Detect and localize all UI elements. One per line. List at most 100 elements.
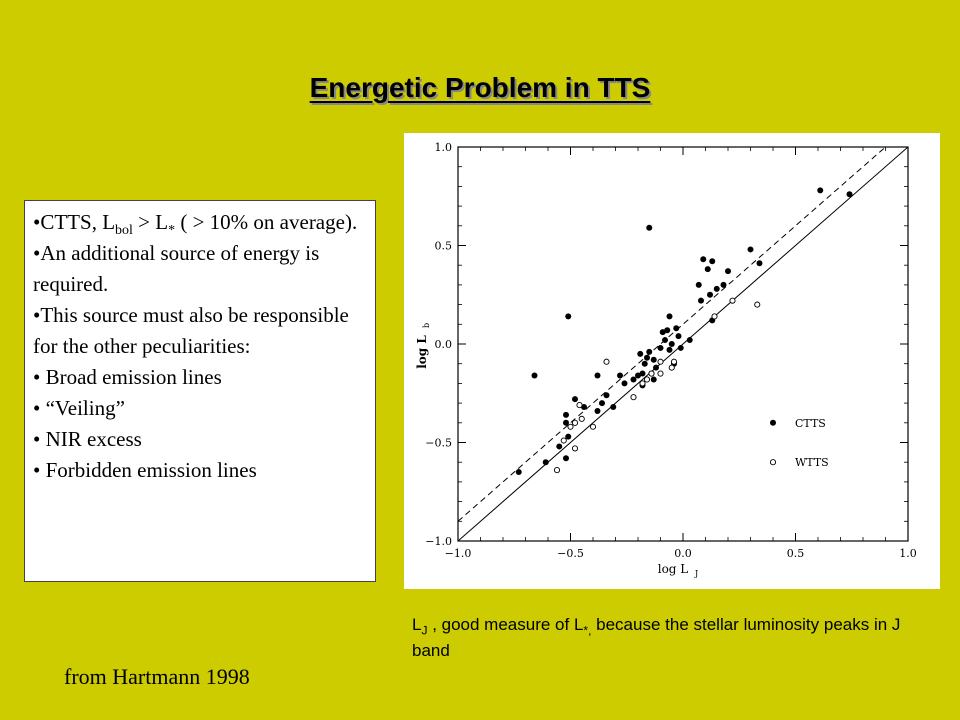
wtts-point [711, 313, 718, 320]
y-tick-label: 1.0 [435, 141, 453, 154]
wtts-point [630, 394, 637, 401]
wtts-point [589, 423, 597, 430]
x-tick-label: −1.0 [445, 547, 472, 560]
ctts-point [666, 313, 673, 320]
caption-sub-j: J [421, 623, 428, 638]
ctts-point [594, 372, 601, 379]
one-to-one-line [458, 147, 908, 541]
wtts-point [567, 423, 574, 430]
ctts-point [686, 337, 693, 344]
ctts-point [659, 329, 666, 336]
legend-ctts-marker [770, 419, 776, 426]
source-citation: from Hartmann 1998 [64, 664, 250, 689]
y-tick-label: −1.0 [425, 535, 452, 548]
bullet-additional-source: •An additional source of energy is requi… [33, 241, 320, 296]
wtts-point [571, 445, 579, 452]
dashed-offset-line [458, 147, 887, 522]
bullet-forbidden-lines: • Forbidden emission lines [33, 458, 257, 482]
ctts-point [650, 356, 657, 363]
ctts-point [713, 285, 720, 292]
ctts-point [662, 337, 668, 344]
ctts-point [653, 364, 659, 371]
ctts-point [639, 370, 646, 377]
wtts-point [754, 301, 761, 308]
bullet-1-pre: •CTTS, L [33, 210, 116, 234]
ctts-point [698, 297, 704, 304]
ctts-point [668, 341, 675, 347]
wtts-point [639, 380, 646, 387]
wtts-point [553, 467, 561, 474]
scatter-plot: −1.0 −0.5 0.0 0.5 1.0 1.0 0.5 0.0 −0.5 −1.0 CTTS WT… [404, 133, 940, 589]
wtts-point [643, 376, 651, 383]
wtts-point [571, 419, 579, 426]
ctts-point [565, 433, 572, 440]
bullet-1-sub-star: * [168, 223, 176, 239]
wtts-point [729, 297, 736, 304]
wtts-point [668, 364, 675, 371]
ctts-point [725, 268, 731, 275]
ctts-point [641, 360, 648, 367]
ctts-point [563, 455, 569, 462]
bullet-veiling: • “Veiling” [33, 396, 125, 420]
wtts-point [560, 437, 567, 444]
ctts-point [747, 246, 754, 253]
x-tick-label: 1.0 [899, 547, 917, 560]
ctts-point [707, 291, 713, 298]
wtts-point [670, 358, 678, 365]
ctts-point [709, 258, 716, 265]
ctts-point [635, 372, 641, 379]
figure-caption: LJ , good measure of L*, because the ste… [412, 612, 932, 664]
ctts-point [644, 354, 650, 361]
ctts-point [621, 380, 628, 387]
x-tick-label: −0.5 [557, 547, 584, 560]
wtts-point [576, 402, 583, 409]
ctts-point [673, 325, 680, 332]
ctts-point [657, 344, 664, 351]
ctts-point [531, 372, 538, 379]
caption-sub-star: *, [583, 623, 592, 638]
ctts-point [603, 392, 610, 399]
bullet-1-post: ( > 10% on average). [175, 210, 358, 234]
legend-wtts-marker [769, 459, 777, 466]
ctts-point [515, 469, 522, 476]
ctts-point [846, 191, 853, 198]
x-axis-label: log L [658, 562, 689, 576]
ctts-point [677, 344, 684, 351]
ctts-point [646, 224, 653, 231]
ctts-point [599, 400, 605, 407]
x-tick-label: 0.0 [674, 547, 692, 560]
ctts-point [594, 407, 601, 414]
y-axis-label-group: log L b [415, 323, 431, 369]
y-tick-label: 0.0 [435, 338, 453, 351]
wtts-point [648, 370, 655, 377]
ctts-point [556, 443, 563, 450]
ctts-point [704, 266, 711, 273]
legend-wtts-label: WTTS [795, 456, 829, 469]
y-tick-label: 0.5 [435, 240, 453, 253]
ctts-point [756, 260, 763, 267]
wtts-point [657, 370, 664, 377]
wtts-point [578, 415, 585, 422]
slide-title: Energetic Problem in TTS [309, 72, 651, 103]
ctts-point [817, 187, 824, 194]
x-tick-label: 0.5 [787, 547, 805, 560]
ctts-point [617, 372, 623, 379]
caption-post: because the stellar luminosity peaks in … [412, 615, 901, 660]
ctts-point [650, 376, 657, 383]
bullet-1-mid: > L [132, 210, 169, 234]
y-axis-label-sub: b [422, 323, 431, 328]
caption-mid: , good measure of L [427, 615, 584, 634]
wtts-point [603, 358, 610, 365]
ctts-point [637, 350, 644, 357]
y-tick-label: −0.5 [425, 437, 452, 450]
caption-l: L [412, 615, 422, 634]
ctts-point [646, 348, 653, 355]
ctts-point [610, 404, 617, 411]
x-axis-label-sub: J [694, 569, 698, 578]
bullet-1-sub-bol: bol [115, 223, 133, 239]
ctts-point [630, 376, 637, 383]
ctts-point [565, 313, 572, 320]
legend-ctts-label: CTTS [795, 417, 826, 430]
ctts-point [563, 419, 569, 426]
scatter-plot-svg: −1.0 −0.5 0.0 0.5 1.0 1.0 0.5 0.0 −0.5 −1.0 CTTS WT… [415, 141, 917, 578]
